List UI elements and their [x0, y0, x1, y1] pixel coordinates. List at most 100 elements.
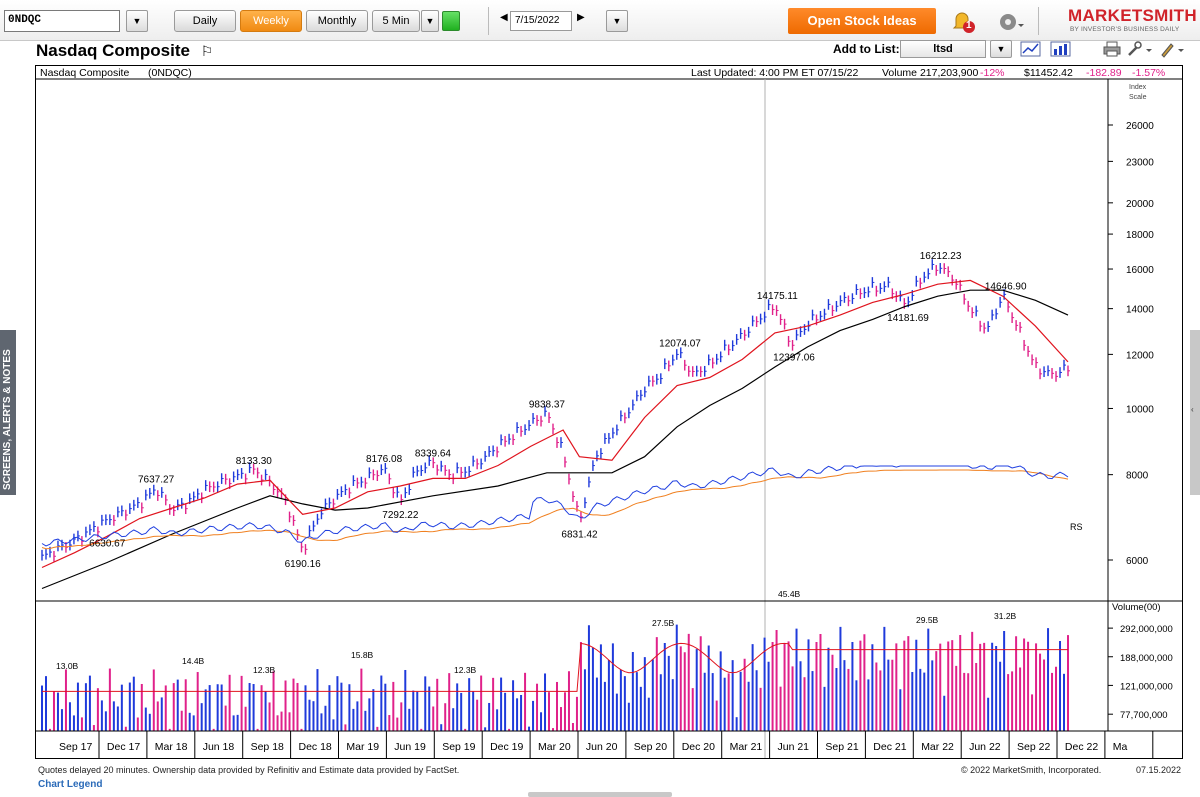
horizontal-scrollbar[interactable]	[528, 792, 672, 797]
date-tick-label: Dec 19	[490, 741, 523, 753]
add-to-list-dropdown[interactable]: ▼	[990, 40, 1012, 58]
volume-bars	[41, 624, 1069, 731]
rs-label: RS	[1070, 522, 1083, 532]
period-monthly-button[interactable]: Monthly	[306, 10, 368, 32]
chart-compare-icon[interactable]	[1050, 40, 1072, 58]
scale-label-2: Scale	[1129, 94, 1147, 101]
expand-chevron-icon: ›	[4, 405, 7, 414]
logo-subtitle: BY INVESTOR'S BUSINESS DAILY	[1070, 26, 1180, 33]
bell-icon	[952, 12, 975, 33]
price-tick-label: 14000	[1126, 305, 1154, 316]
date-tick-label: Mar 21	[730, 741, 763, 753]
add-to-list-select[interactable]: ltsd	[900, 40, 986, 58]
last-updated: Last Updated: 4:00 PM ET 07/15/22	[691, 67, 858, 79]
date-tick-label: Sep 18	[251, 741, 284, 753]
price-annotation: 8176.08	[366, 454, 403, 465]
price-tick-label: 18000	[1126, 230, 1154, 241]
logo-text: MARKETSMITH	[1068, 6, 1197, 25]
volume-ma-line	[42, 642, 1068, 692]
price-annotation: 9838.37	[529, 399, 566, 410]
next-date-icon[interactable]: ▶	[577, 12, 585, 23]
add-to-list-label: Add to List:	[833, 42, 900, 56]
settings-gear-icon[interactable]	[996, 10, 1026, 34]
volume-annotation: 27.5B	[652, 618, 675, 628]
live-status-button[interactable]	[442, 11, 460, 31]
price-annotation: 14646.90	[985, 281, 1027, 292]
price-tick-label: 23000	[1126, 157, 1154, 168]
date-axis-ticks: Sep 17 Dec 17 Mar 18 Jun 18 Sep 18 Dec 18 Mar …	[59, 731, 1154, 758]
gear-icon	[1000, 14, 1024, 30]
collapse-chevron-icon: ‹	[1191, 405, 1194, 414]
main-toolbar: 0NDQC ▼ Daily Weekly Monthly 5 Min ▼ ◀ 7…	[0, 0, 1200, 41]
volume-annotations: 13.0B 14.4B 12.3B 15.8B 12.3B 27.5B 45.4B 29.5B…	[56, 589, 1017, 675]
period-5min-button[interactable]: 5 Min	[372, 10, 420, 32]
price-tick-label: 8000	[1126, 471, 1149, 482]
price-annotation: 6190.16	[285, 559, 322, 570]
right-panel-tab[interactable]: ‹	[1190, 330, 1200, 495]
ma-short-line	[41, 279, 1069, 569]
date-tick-label: Ma	[1113, 741, 1128, 753]
date-tick-label: Sep 20	[634, 741, 667, 753]
print-icon[interactable]	[1102, 40, 1122, 58]
period-dropdown-button[interactable]: ▼	[421, 10, 439, 32]
price-axis-ticks: 6000 8000 10000 12000 14000 16000 18000 20000 23…	[1108, 121, 1154, 567]
marketsmith-logo[interactable]: MARKETSMITH	[1068, 6, 1197, 26]
volume-annotation: 12.3B	[454, 665, 477, 675]
volume-tick-label: 121,000,000	[1120, 681, 1173, 692]
price-annotations: 7637.27 6630.67 8133.30 6190.16 8176.08 8339.…	[89, 251, 1027, 570]
date-tick-label: Jun 18	[203, 741, 235, 753]
price-annotation: 14181.69	[887, 313, 929, 324]
price-annotation: 8339.64	[415, 448, 452, 459]
header-volume: Volume 217,203,900	[882, 67, 978, 79]
footer-copyright: © 2022 MarketSmith, Incorporated.	[961, 765, 1102, 775]
symbol-input[interactable]: 0NDQC	[4, 10, 120, 32]
price-annotation: 8133.30	[236, 456, 273, 467]
price-annotation: 12074.07	[659, 339, 701, 350]
date-input[interactable]: 7/15/2022	[510, 11, 572, 31]
scale-label-1: Index	[1129, 84, 1147, 91]
date-tick-label: Sep 19	[442, 741, 475, 753]
date-tick-label: Dec 21	[873, 741, 906, 753]
price-chart-svg[interactable]: Nasdaq Composite (0NDQC) Last Updated: 4…	[36, 66, 1182, 758]
footer-date: 07.15.2022	[1136, 765, 1182, 775]
open-stock-ideas-button[interactable]: Open Stock Ideas	[788, 8, 936, 34]
header-price: $11452.42	[1024, 67, 1073, 79]
volume-annotation: 31.2B	[994, 611, 1017, 621]
date-tick-label: Sep 17	[59, 741, 92, 753]
date-dropdown-button[interactable]: ▼	[606, 10, 628, 32]
volume-annotation: 45.4B	[778, 589, 801, 599]
price-annotation: 16212.23	[920, 251, 962, 262]
price-tick-label: 16000	[1126, 265, 1154, 276]
volume-annotation: 15.8B	[351, 650, 374, 660]
period-daily-button[interactable]: Daily	[174, 10, 236, 32]
chart-legend-link[interactable]: Chart Legend	[38, 779, 103, 790]
ma-long-line	[41, 289, 1069, 590]
price-annotation: 7637.27	[138, 474, 175, 485]
volume-annotation: 13.0B	[56, 661, 79, 671]
volume-annotation: 12.3B	[253, 665, 276, 675]
toolbar-divider-2	[1038, 7, 1039, 35]
symbol-dropdown-button[interactable]: ▼	[126, 10, 148, 32]
date-tick-label: Sep 21	[825, 741, 858, 753]
volume-annotation: 14.4B	[182, 656, 205, 666]
chart-type-line-icon[interactable]	[1020, 40, 1042, 58]
volume-tick-label: 77,700,000	[1120, 710, 1168, 721]
notification-count: 1	[966, 20, 972, 31]
price-annotation: 14175.11	[757, 291, 798, 302]
toolbar-divider	[488, 7, 489, 35]
period-weekly-button[interactable]: Weekly	[240, 10, 302, 32]
side-tab-label: SCREENS, ALERTS & NOTES	[2, 349, 13, 490]
date-tick-label: Mar 19	[346, 741, 379, 753]
alerts-bell-icon[interactable]: 1	[949, 8, 975, 34]
screens-alerts-notes-tab[interactable]: SCREENS, ALERTS & NOTES ›	[0, 330, 16, 495]
chart-header-name: Nasdaq Composite	[40, 67, 129, 79]
prev-date-icon[interactable]: ◀	[500, 12, 508, 23]
chart-area[interactable]: Nasdaq Composite (0NDQC) Last Updated: 4…	[35, 65, 1183, 759]
flag-icon[interactable]: ⚐	[200, 43, 214, 59]
price-annotation: 12397.06	[773, 353, 815, 364]
price-bars	[41, 259, 1070, 562]
price-tick-label: 6000	[1126, 556, 1149, 567]
tools-icon[interactable]	[1126, 40, 1154, 58]
price-tick-label: 26000	[1126, 121, 1154, 132]
draw-tools-icon[interactable]	[1158, 40, 1186, 58]
